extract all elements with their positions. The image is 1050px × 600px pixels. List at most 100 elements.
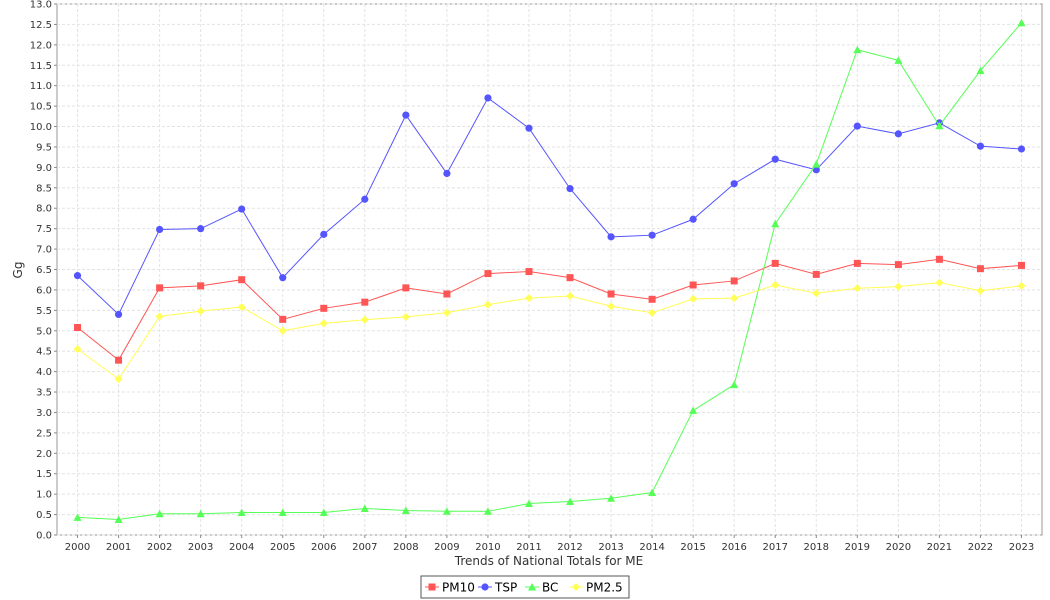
data-point-tsp [114, 310, 123, 319]
data-point-pm2-5 [607, 302, 616, 311]
series-pm2-5 [73, 278, 1026, 383]
grid-lines [57, 3, 1042, 536]
data-point-pm10 [1017, 261, 1025, 269]
x-tick-label: 2011 [516, 542, 541, 553]
data-point-tsp [648, 231, 656, 239]
y-tick-label: 1.0 [36, 490, 52, 501]
data-point-pm10 [894, 261, 902, 269]
y-tick-label: 13.0 [30, 0, 52, 11]
y-tick-label: 10.0 [30, 122, 52, 133]
data-point-pm2-5 [73, 345, 82, 354]
y-tick-label: 4.5 [36, 347, 52, 358]
data-point-pm10 [197, 282, 205, 290]
data-point-pm10 [279, 315, 287, 323]
data-point-pm2-5 [689, 294, 698, 303]
legend-marker [572, 583, 580, 591]
x-tick-label: 2014 [639, 542, 664, 553]
data-point-bc [360, 504, 369, 512]
legend-marker [481, 583, 489, 591]
data-point-bc [771, 219, 780, 228]
y-tick-label: 7.5 [36, 224, 52, 235]
data-point-bc [894, 56, 903, 64]
data-point-tsp [853, 122, 861, 130]
x-tick-label: 2023 [1009, 542, 1034, 553]
data-point-bc [278, 508, 287, 517]
y-axis-ticks: 0.0 0.5 1.0 1.5 2.0 2.5 3.0 3.5 4.0 4.5 5.0 5.5 6.0 6… [30, 0, 57, 542]
legend-marker [528, 583, 536, 591]
data-point-bc [689, 406, 698, 414]
x-tick-label: 2021 [927, 542, 952, 553]
legend: PM10 TSP BC PM2.5 [420, 575, 630, 599]
y-tick-label: 3.0 [36, 408, 52, 419]
x-tick-label: 2007 [352, 542, 377, 553]
x-axis-title: Trends of National Totals for ME [454, 554, 643, 568]
y-tick-label: 12.5 [30, 20, 52, 31]
x-tick-label: 2013 [598, 542, 623, 553]
legend-marker [428, 583, 436, 591]
y-axis-title: Gg [11, 262, 25, 279]
series-line-tsp [77, 97, 1022, 316]
data-point-tsp [361, 195, 369, 203]
data-point-bc [114, 515, 123, 523]
data-point-pm10 [484, 270, 492, 278]
data-point-bc [524, 499, 533, 508]
data-point-pm10 [320, 304, 328, 312]
y-tick-label: 11.0 [30, 81, 52, 92]
data-point-tsp [525, 124, 533, 132]
y-tick-label: 9.0 [36, 163, 52, 174]
y-tick-label: 2.5 [36, 428, 52, 439]
data-point-pm10 [771, 259, 779, 267]
data-point-pm10 [156, 284, 164, 292]
y-tick-label: 9.5 [36, 142, 52, 153]
data-point-pm10 [361, 298, 369, 306]
data-point-tsp [607, 233, 615, 241]
data-point-pm10 [689, 281, 697, 289]
data-point-pm2-5 [648, 308, 657, 317]
data-point-tsp [1017, 145, 1026, 153]
series-bc [73, 18, 1026, 523]
y-tick-label: 0.0 [36, 531, 52, 542]
data-point-pm10 [812, 270, 820, 278]
data-point-pm2-5 [278, 326, 287, 335]
data-point-tsp [279, 274, 287, 282]
data-point-pm2-5 [196, 307, 205, 316]
data-point-bc [812, 160, 821, 168]
data-point-tsp [771, 155, 779, 163]
data-point-pm2-5 [319, 319, 328, 328]
data-point-bc [319, 508, 328, 517]
legend-item-bc: BC [525, 581, 558, 595]
data-point-pm2-5 [360, 315, 369, 324]
data-point-bc [566, 497, 575, 506]
data-point-pm2-5 [566, 292, 575, 301]
data-point-pm10 [976, 265, 984, 273]
data-point-bc [1017, 18, 1026, 27]
y-tick-label: 11.5 [30, 61, 52, 72]
x-tick-label: 2012 [557, 542, 582, 553]
x-tick-label: 2005 [270, 542, 295, 553]
data-point-pm10 [935, 255, 943, 263]
data-point-pm2-5 [524, 294, 533, 303]
data-point-pm2-5 [935, 278, 944, 287]
data-point-tsp [156, 225, 164, 234]
series-line-pm2-5 [77, 282, 1022, 380]
data-point-pm2-5 [155, 312, 164, 321]
data-point-pm2-5 [1017, 281, 1026, 290]
x-tick-label: 2009 [434, 542, 459, 553]
data-point-bc [607, 494, 616, 502]
data-point-pm10 [74, 324, 82, 332]
x-tick-label: 2015 [680, 542, 705, 553]
y-tick-label: 1.5 [36, 469, 52, 480]
data-point-pm2-5 [853, 284, 862, 293]
y-tick-label: 6.0 [36, 285, 52, 296]
data-point-bc [648, 488, 657, 497]
x-tick-label: 2017 [763, 542, 788, 553]
y-tick-label: 7.0 [36, 245, 52, 256]
x-tick-label: 2022 [968, 542, 993, 553]
data-point-pm2-5 [442, 308, 451, 317]
x-tick-label: 2018 [804, 542, 829, 553]
y-tick-label: 5.5 [36, 306, 52, 317]
series-line-pm10 [77, 258, 1022, 361]
x-axis-ticks: 2000 2001 2002 2003 2004 2005 2006 2007 2008 2009… [65, 535, 1034, 553]
x-tick-label: 2006 [311, 542, 336, 553]
data-point-pm2-5 [812, 289, 821, 298]
